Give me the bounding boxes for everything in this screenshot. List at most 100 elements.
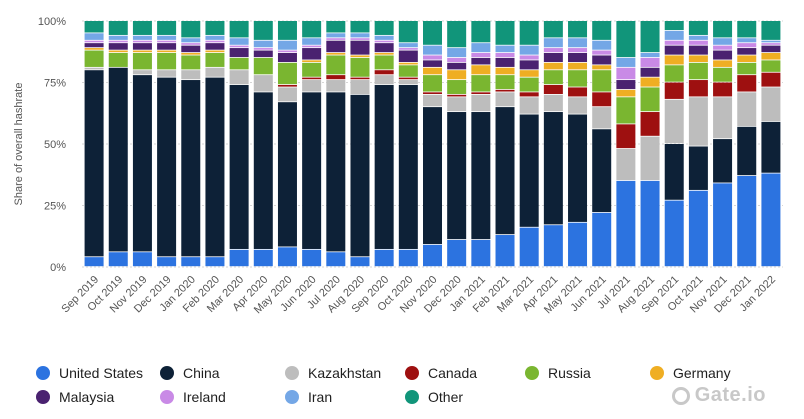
- bar-segment-malaysia: [592, 55, 612, 65]
- bar-segment-malaysia: [108, 43, 128, 50]
- bar-segment-other: [157, 21, 177, 35]
- bar-segment-malaysia: [543, 52, 563, 63]
- bar-segment-united-states: [398, 249, 418, 267]
- legend-swatch: [36, 390, 50, 404]
- legend-item: Kazakhstan: [285, 365, 381, 381]
- bar-segment-united-states: [350, 257, 370, 267]
- bar-segment-iran: [568, 38, 588, 48]
- bar-segment-canada: [592, 92, 612, 107]
- bar-segment-china: [543, 112, 563, 225]
- bar-segment-russia: [737, 62, 757, 75]
- bar-segment-germany: [374, 52, 394, 55]
- bar-segment-malaysia: [277, 52, 297, 63]
- bar-segment-canada: [495, 89, 515, 92]
- bar-segment-malaysia: [664, 45, 684, 55]
- bar-segment-china: [495, 107, 515, 235]
- bar-segment-ireland: [471, 52, 491, 58]
- bar-segment-russia: [640, 87, 660, 112]
- bar-segment-ireland: [592, 50, 612, 55]
- y-tick-label: 0%: [50, 262, 66, 274]
- gate-io-logo-icon: [671, 386, 690, 405]
- bar-segment-united-states: [713, 183, 733, 267]
- bar-segment-malaysia: [253, 50, 273, 58]
- bar-segment-russia: [519, 77, 539, 92]
- bar-segment-iran: [229, 38, 249, 45]
- bar-segment-malaysia: [471, 57, 491, 65]
- bar-segment-other: [277, 21, 297, 40]
- bar-segment-china: [374, 84, 394, 249]
- bar-segment-ireland: [108, 40, 128, 43]
- bar-segment-iran: [132, 35, 152, 40]
- bar-segment-kazakhstan: [568, 97, 588, 114]
- bar-segment-russia: [84, 50, 104, 67]
- bar-segment-united-states: [302, 249, 322, 267]
- bar-segment-iran: [181, 38, 201, 43]
- bar-segment-other: [84, 21, 104, 33]
- bar-segment-kazakhstan: [664, 99, 684, 144]
- bar-segment-canada: [543, 84, 563, 94]
- bar-segment-russia: [423, 75, 442, 92]
- bar-segment-kazakhstan: [761, 87, 781, 122]
- bar-segment-china: [108, 67, 128, 252]
- bar-segment-kazakhstan: [519, 97, 539, 114]
- bar-segment-other: [616, 21, 636, 58]
- y-tick-label: 50%: [44, 139, 66, 151]
- bar-segment-iran: [205, 35, 225, 40]
- bar-segment-kazakhstan: [688, 97, 708, 146]
- bar-segment-other: [326, 21, 346, 33]
- bar-segment-iran: [374, 35, 394, 40]
- bar-segment-china: [326, 92, 346, 252]
- bar-segment-united-states: [543, 225, 563, 267]
- bar-segment-russia: [132, 52, 152, 70]
- bar-segment-iran: [302, 38, 322, 45]
- bar-segment-malaysia: [229, 48, 249, 58]
- bar-segment-germany: [495, 67, 515, 75]
- legend-swatch: [36, 366, 50, 380]
- bar-segment-other: [229, 21, 249, 38]
- bar-segment-iran: [761, 40, 781, 43]
- bar-segment-iran: [277, 40, 297, 50]
- bar-segment-malaysia: [688, 45, 708, 55]
- bar-segment-canada: [326, 75, 346, 80]
- bar-segment-other: [374, 21, 394, 35]
- bar-segment-kazakhstan: [132, 70, 152, 75]
- bar-segment-united-states: [205, 257, 225, 267]
- bar-segment-iran: [398, 43, 418, 48]
- bar-segment-kazakhstan: [713, 97, 733, 139]
- bar-segment-united-states: [471, 239, 491, 267]
- bar-segment-malaysia: [84, 43, 104, 48]
- bar-segment-iran: [423, 45, 442, 55]
- bar-segment-china: [447, 112, 467, 240]
- bar-segment-china: [84, 70, 104, 257]
- bar-segment-russia: [205, 52, 225, 67]
- bar-segment-russia: [592, 70, 612, 92]
- bar-segment-canada: [471, 92, 491, 94]
- bar-segment-russia: [398, 65, 418, 77]
- bar-segment-canada: [447, 94, 467, 97]
- bar-segment-iran: [495, 45, 515, 53]
- bar-segment-china: [423, 107, 442, 245]
- bar-segment-germany: [688, 55, 708, 63]
- legend-label: Kazakhstan: [308, 365, 382, 381]
- legend-swatch: [285, 366, 299, 380]
- bar-segment-canada: [350, 77, 370, 80]
- bar-segment-other: [253, 21, 273, 40]
- legend-item: Iran: [285, 389, 332, 405]
- bar-segment-russia: [277, 62, 297, 85]
- bar-segment-united-states: [326, 252, 346, 267]
- legend-swatch: [650, 366, 664, 380]
- bar-segment-united-states: [761, 173, 781, 267]
- bar-segment-canada: [277, 84, 297, 87]
- bar-segment-canada: [737, 75, 757, 92]
- bar-segment-united-states: [519, 227, 539, 267]
- bar-segment-iran: [592, 40, 612, 50]
- bar-segment-united-states: [568, 222, 588, 267]
- bar-segment-other: [688, 21, 708, 35]
- bar-segment-canada: [616, 124, 636, 149]
- bar-segment-russia: [616, 97, 636, 124]
- bar-segment-iran: [664, 30, 684, 40]
- bar-segment-ireland: [374, 40, 394, 43]
- bar-segment-iran: [519, 45, 539, 55]
- bar-segment-canada: [398, 77, 418, 80]
- bar-segment-china: [519, 114, 539, 227]
